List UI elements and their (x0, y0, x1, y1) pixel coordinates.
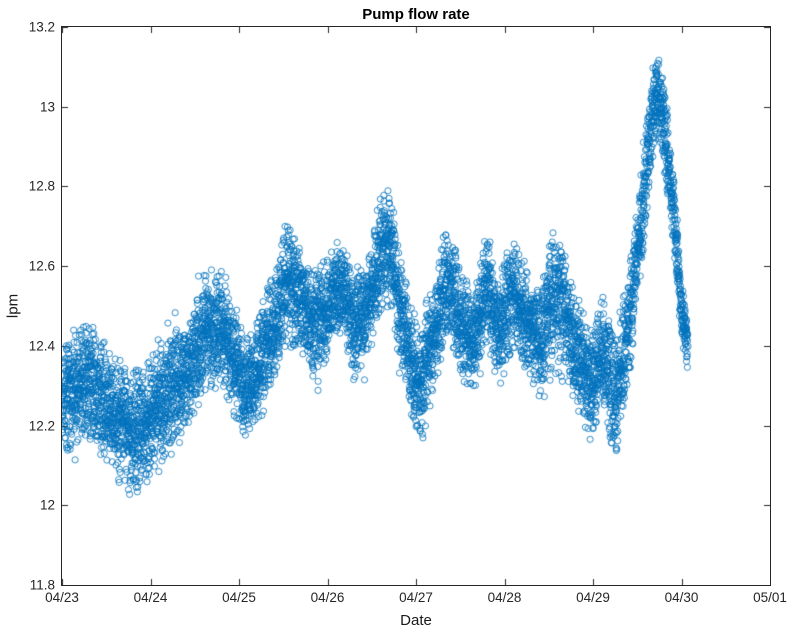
x-tick-label: 04/30 (664, 590, 699, 605)
x-tick-label: 04/23 (45, 590, 79, 605)
x-tick-label: 04/24 (133, 590, 168, 605)
x-tick-label: 05/01 (753, 590, 787, 605)
x-tick-label: 04/26 (310, 590, 345, 605)
y-tick-label: 11.8 (29, 577, 55, 593)
x-tick-label: 04/25 (222, 590, 256, 605)
x-tick-label: 04/27 (399, 590, 433, 605)
scatter-canvas (62, 27, 770, 585)
x-tick-label: 04/29 (576, 590, 610, 605)
chart-title: Pump flow rate (362, 6, 470, 23)
y-tick-label: 13.2 (28, 19, 55, 35)
y-tick-label: 12 (39, 497, 55, 513)
y-tick-label: 12.8 (28, 178, 55, 194)
y-tick-label: 12.6 (28, 258, 55, 274)
x-tick-label: 04/28 (487, 590, 522, 605)
y-tick-label: 12.2 (28, 418, 55, 434)
y-tick-label: 13 (39, 99, 55, 115)
y-tick-label: 12.4 (28, 338, 55, 354)
plot-area (61, 26, 771, 586)
x-axis-label: Date (400, 612, 432, 629)
y-axis-label: lpm (4, 293, 22, 319)
